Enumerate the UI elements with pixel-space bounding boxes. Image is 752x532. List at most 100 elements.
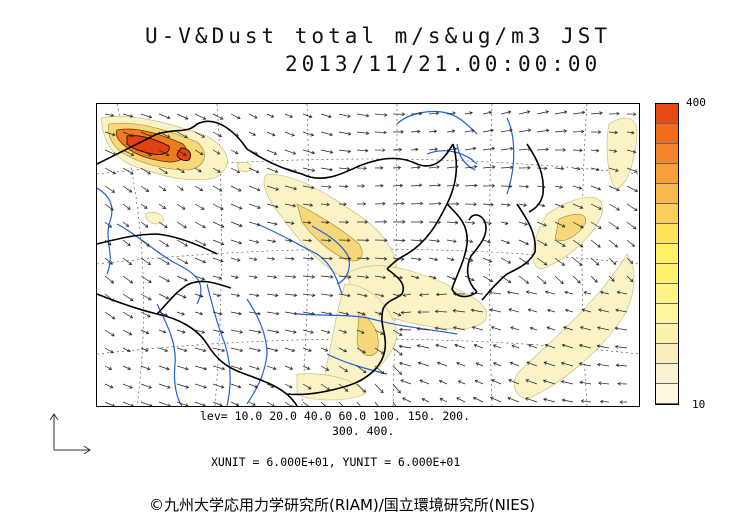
wind-arrow — [320, 113, 332, 118]
wind-arrow-head — [454, 343, 458, 348]
wind-arrow — [507, 397, 520, 403]
wind-arrow — [338, 257, 351, 260]
wind-arrow — [590, 221, 602, 229]
wind-arrow — [158, 221, 168, 228]
wind-arrow-head — [598, 225, 602, 229]
wind-arrow-head — [595, 148, 600, 153]
wind-arrow — [284, 311, 297, 315]
wind-arrow-head — [164, 348, 169, 352]
wind-arrow — [590, 257, 600, 266]
wind-arrow-head — [561, 343, 566, 348]
wind-arrow-head — [311, 150, 316, 155]
wind-arrow-head — [509, 128, 513, 133]
wind-arrow-head — [111, 315, 116, 320]
wind-arrow — [320, 203, 330, 206]
wind-arrow-head — [416, 327, 421, 331]
wind-arrow — [562, 399, 574, 403]
wind-arrow-head — [507, 260, 512, 264]
wind-arrow — [400, 379, 412, 385]
colorbar-segment — [656, 104, 678, 124]
dust-colorbar — [655, 103, 679, 405]
wind-arrow-head — [252, 132, 257, 136]
wind-arrow — [356, 149, 368, 152]
wind-arrow — [491, 379, 502, 385]
wind-arrow — [248, 401, 256, 406]
wind-arrow-head — [272, 403, 275, 406]
wind-arrow — [410, 131, 421, 133]
wind-arrow — [104, 113, 114, 117]
wind-arrow-head — [202, 348, 207, 353]
wind-arrow-head — [415, 275, 420, 280]
wind-arrow-head — [583, 291, 588, 295]
colorbar-max-label: 400 — [686, 96, 706, 109]
wind-arrow — [320, 167, 333, 171]
wind-arrow — [489, 309, 502, 313]
wind-arrow-head — [509, 146, 514, 151]
wind-arrow-head — [203, 366, 208, 371]
wind-arrow — [456, 397, 466, 403]
wind-arrow — [493, 344, 502, 349]
wind-arrow — [302, 221, 311, 224]
wind-arrow — [482, 147, 495, 151]
wind-arrow — [320, 311, 332, 315]
colorbar-segment — [656, 184, 678, 204]
wind-arrow — [421, 398, 430, 403]
wind-arrow — [374, 311, 382, 315]
wind-arrow — [212, 185, 223, 192]
wind-arrow-head — [289, 114, 294, 118]
wind-arrow — [518, 129, 531, 133]
wind-arrow — [582, 309, 592, 313]
wind-arrow — [320, 257, 333, 260]
wind-arrow — [428, 166, 440, 169]
wind-arrow-head — [365, 275, 370, 279]
wind-arrow-head — [289, 366, 294, 370]
wind-arrow-head — [235, 275, 239, 279]
wind-arrow-head — [347, 131, 352, 136]
wind-arrow — [266, 365, 277, 370]
wind-arrow-head — [201, 134, 206, 138]
wind-arrow — [608, 257, 617, 265]
wind-arrow — [482, 221, 492, 224]
wind-arrow-head — [470, 291, 474, 296]
wind-arrow-head — [545, 110, 550, 114]
wind-arrow — [590, 275, 598, 283]
wind-arrow — [266, 149, 277, 155]
wind-arrow — [518, 111, 530, 115]
wind-arrow — [194, 149, 204, 156]
wind-arrow — [615, 327, 628, 331]
wind-arrow — [597, 327, 610, 331]
wind-arrow — [212, 329, 224, 333]
wind-arrow — [122, 149, 134, 156]
wind-arrow-head — [629, 260, 634, 264]
wind-arrow-head — [631, 243, 635, 247]
wind-arrow-head — [364, 220, 369, 224]
wind-arrow-head — [112, 403, 115, 406]
wind-arrow-head — [546, 308, 551, 313]
wind-arrow-head — [473, 202, 477, 207]
wind-arrow-head — [306, 366, 311, 370]
wind-arrow-head — [254, 151, 258, 155]
wind-arrow — [536, 275, 547, 284]
wind-arrow-head — [490, 396, 494, 401]
wind-arrow-head — [560, 379, 565, 384]
wind-arrow-head — [162, 187, 167, 191]
wind-arrow-head — [415, 147, 419, 152]
wind-arrow-head — [525, 261, 530, 265]
wind-arrow-head — [417, 310, 421, 314]
wind-arrow — [374, 365, 385, 374]
wind-arrow — [194, 401, 206, 406]
wind-arrow-head — [398, 371, 403, 375]
wind-arrow — [284, 239, 293, 242]
map-canvas — [97, 104, 639, 406]
wind-arrow — [356, 113, 369, 117]
wind-arrow — [284, 185, 297, 190]
wind-arrow — [158, 113, 171, 119]
wind-arrow-head — [253, 257, 258, 261]
wind-arrow — [104, 347, 114, 353]
wind-arrow-head — [239, 223, 243, 228]
wind-arrow — [464, 166, 477, 169]
wind-arrow — [248, 329, 261, 333]
wind-arrow-head — [183, 348, 188, 353]
wind-arrow-head — [147, 297, 152, 301]
wind-arrow-head — [199, 151, 204, 156]
